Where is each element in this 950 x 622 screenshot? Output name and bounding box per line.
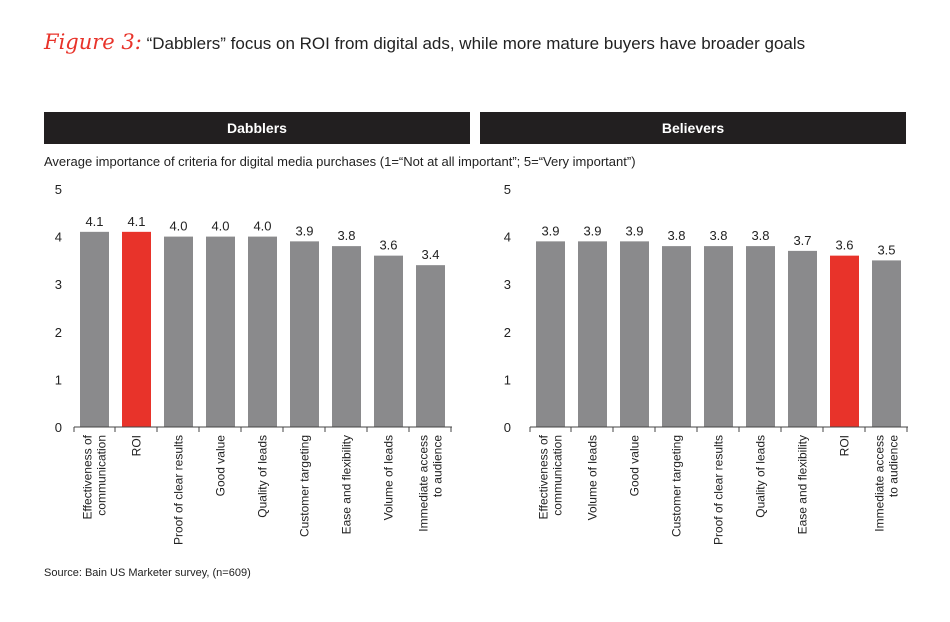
x-category-label: ROI — [130, 435, 144, 456]
data-label: 3.8 — [709, 228, 727, 243]
bar — [374, 255, 403, 427]
data-label: 4.0 — [211, 219, 229, 234]
y-tick-label: 2 — [504, 325, 511, 340]
data-label: 3.9 — [583, 223, 601, 238]
x-category-label: Effectiveness ofcommunication — [537, 434, 565, 519]
x-category-label: Effectiveness ofcommunication — [81, 434, 109, 519]
data-label: 3.4 — [421, 247, 439, 262]
figure-title: Figure 3: “Dabblers” focus on ROI from d… — [44, 30, 805, 54]
bar — [206, 236, 235, 427]
x-category-label: Ease and flexibility — [796, 435, 810, 534]
data-label: 3.9 — [625, 223, 643, 238]
y-tick-label: 2 — [55, 325, 62, 340]
data-label: 4.0 — [253, 219, 271, 234]
chart-dabblers: 0 1 2 3 4 5 4.1 Effectiveness ofcommunication 4.… — [55, 182, 452, 545]
x-category-label: Ease and flexibility — [340, 435, 354, 534]
bar — [704, 246, 733, 427]
data-label: 3.6 — [379, 238, 397, 253]
y-tick-label: 4 — [504, 230, 511, 245]
y-tick-label: 3 — [55, 277, 62, 292]
data-label: 3.8 — [337, 228, 355, 243]
data-label: 3.9 — [295, 223, 313, 238]
bar — [332, 246, 361, 427]
y-tick-label: 0 — [55, 420, 62, 435]
data-label: 4.0 — [169, 219, 187, 234]
x-category-label: Quality of leads — [256, 435, 270, 518]
figure-title-text: “Dabblers” focus on ROI from digital ads… — [146, 34, 806, 53]
panel-header-believers: Believers — [480, 112, 906, 144]
bar — [536, 241, 565, 427]
data-label: 3.8 — [667, 228, 685, 243]
data-label: 3.6 — [835, 238, 853, 253]
x-category-label: Quality of leads — [754, 435, 768, 518]
data-label: 3.7 — [793, 233, 811, 248]
y-tick-label: 5 — [55, 182, 62, 197]
figure-label: Figure 3: — [44, 30, 142, 54]
bar — [164, 236, 193, 427]
y-tick-label: 3 — [504, 277, 511, 292]
bar — [830, 255, 859, 427]
bar — [80, 231, 109, 427]
chart-subtitle: Average importance of criteria for digit… — [44, 154, 636, 169]
x-category-label: Good value — [628, 435, 642, 497]
x-category-label: Proof of clear results — [172, 435, 186, 545]
bar — [872, 260, 901, 427]
bar — [416, 265, 445, 427]
panel-header-dabblers: Dabblers — [44, 112, 470, 144]
y-tick-label: 1 — [55, 372, 62, 387]
y-tick-label: 1 — [504, 372, 511, 387]
y-tick-label: 4 — [55, 230, 62, 245]
x-category-label: Proof of clear results — [712, 435, 726, 545]
y-tick-label: 0 — [504, 420, 511, 435]
data-label: 4.1 — [127, 214, 145, 229]
x-category-label: Good value — [214, 435, 228, 497]
x-category-label: Immediate accessto audience — [417, 435, 445, 532]
bar — [578, 241, 607, 427]
bar — [746, 246, 775, 427]
bar — [248, 236, 277, 427]
source-note: Source: Bain US Marketer survey, (n=609) — [44, 567, 251, 579]
bar — [662, 246, 691, 427]
x-category-label: Immediate accessto audience — [873, 435, 901, 532]
x-category-label: Volume of leads — [382, 435, 396, 520]
x-category-label: Customer targeting — [670, 435, 684, 537]
data-label: 3.8 — [751, 228, 769, 243]
x-category-label: Customer targeting — [298, 435, 312, 537]
bar — [620, 241, 649, 427]
bar — [290, 241, 319, 427]
data-label: 3.5 — [877, 242, 895, 257]
x-category-label: Volume of leads — [586, 435, 600, 520]
y-tick-label: 5 — [504, 182, 511, 197]
data-label: 4.1 — [85, 214, 103, 229]
chart-believers: 0 1 2 3 4 5 3.9 Effectiveness ofcommunication 3.… — [504, 182, 908, 545]
x-category-label: ROI — [838, 435, 852, 456]
bar — [788, 250, 817, 427]
bar — [122, 231, 151, 427]
data-label: 3.9 — [541, 223, 559, 238]
